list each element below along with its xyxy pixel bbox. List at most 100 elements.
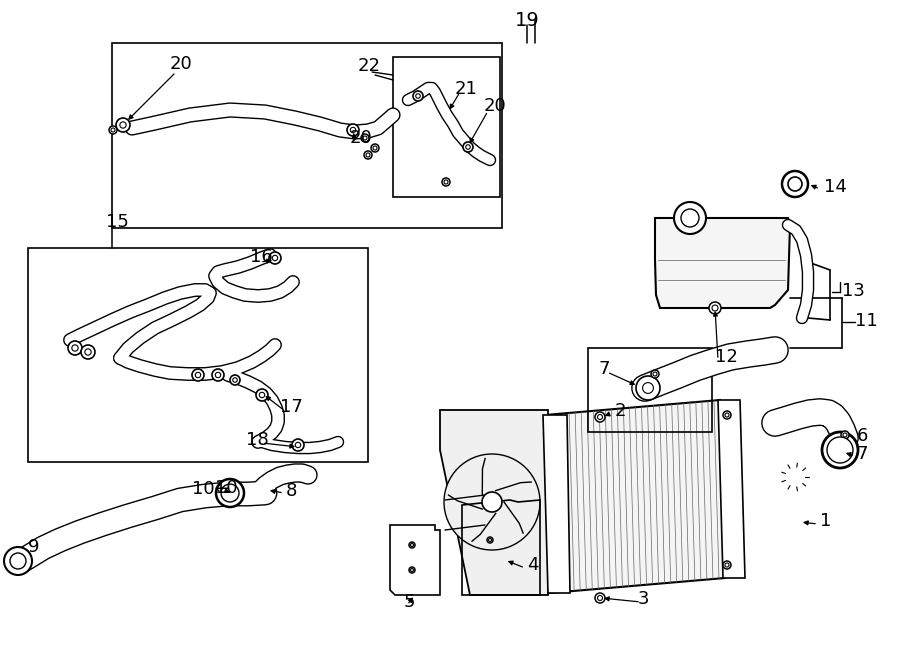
Circle shape <box>120 122 126 128</box>
Circle shape <box>81 345 95 359</box>
Text: 17: 17 <box>280 398 303 416</box>
Circle shape <box>366 153 370 157</box>
Circle shape <box>782 171 808 197</box>
Bar <box>393 57 500 197</box>
Circle shape <box>363 136 367 140</box>
Text: 13: 13 <box>842 282 865 300</box>
Text: 20: 20 <box>484 97 507 115</box>
Circle shape <box>723 561 731 569</box>
Circle shape <box>221 484 239 502</box>
Text: 12: 12 <box>715 348 738 366</box>
Circle shape <box>269 252 281 264</box>
Circle shape <box>442 178 450 186</box>
Text: 18: 18 <box>246 431 269 449</box>
Circle shape <box>725 413 729 417</box>
Circle shape <box>292 439 304 451</box>
Circle shape <box>233 377 238 382</box>
Circle shape <box>230 375 240 385</box>
Text: 19: 19 <box>515 11 539 30</box>
Circle shape <box>4 547 32 575</box>
Polygon shape <box>440 410 548 595</box>
Circle shape <box>273 255 278 260</box>
Circle shape <box>347 124 359 136</box>
Circle shape <box>371 144 379 152</box>
Text: 4: 4 <box>527 556 538 574</box>
Circle shape <box>712 305 718 311</box>
Text: 10: 10 <box>215 479 238 497</box>
Circle shape <box>482 492 502 512</box>
Polygon shape <box>543 415 570 593</box>
Text: 21: 21 <box>455 80 478 98</box>
Circle shape <box>192 369 204 381</box>
Circle shape <box>463 142 473 152</box>
Polygon shape <box>655 218 790 308</box>
Circle shape <box>215 372 220 377</box>
Text: 8: 8 <box>286 482 297 500</box>
Circle shape <box>68 341 82 355</box>
Circle shape <box>723 411 731 419</box>
Text: 14: 14 <box>824 178 847 196</box>
Circle shape <box>651 370 659 378</box>
Circle shape <box>653 372 657 376</box>
Text: 2: 2 <box>615 402 626 420</box>
Polygon shape <box>545 400 725 593</box>
Circle shape <box>10 553 26 569</box>
Circle shape <box>364 151 372 159</box>
Text: 20: 20 <box>350 129 373 147</box>
Text: 15: 15 <box>106 213 129 231</box>
Circle shape <box>373 146 377 150</box>
Circle shape <box>195 372 201 377</box>
Circle shape <box>72 345 78 351</box>
Circle shape <box>681 209 699 227</box>
Circle shape <box>643 383 653 393</box>
Circle shape <box>361 134 369 142</box>
Bar <box>112 43 502 228</box>
Bar <box>28 248 368 462</box>
Circle shape <box>843 433 847 437</box>
Text: 5: 5 <box>404 593 416 611</box>
Circle shape <box>636 376 660 400</box>
Circle shape <box>409 542 415 548</box>
Text: 20: 20 <box>170 55 193 73</box>
Circle shape <box>822 432 858 468</box>
Circle shape <box>595 412 605 422</box>
Circle shape <box>444 180 448 184</box>
Circle shape <box>598 414 602 420</box>
Circle shape <box>489 539 491 541</box>
Circle shape <box>413 91 423 101</box>
Text: 6: 6 <box>857 427 868 445</box>
Circle shape <box>444 454 540 550</box>
Circle shape <box>409 567 415 573</box>
Circle shape <box>109 126 117 134</box>
Circle shape <box>827 437 853 463</box>
Bar <box>588 348 712 432</box>
Circle shape <box>841 431 849 439</box>
Text: 10←: 10← <box>193 480 230 498</box>
Circle shape <box>216 479 244 507</box>
Text: 7: 7 <box>598 360 609 378</box>
Polygon shape <box>718 400 745 578</box>
Text: 7: 7 <box>857 445 868 463</box>
Circle shape <box>725 563 729 567</box>
Circle shape <box>466 145 470 149</box>
Circle shape <box>111 128 115 132</box>
Circle shape <box>709 302 721 314</box>
Circle shape <box>788 177 802 191</box>
Circle shape <box>295 442 301 447</box>
Circle shape <box>416 94 420 98</box>
Text: 16: 16 <box>250 248 273 266</box>
Circle shape <box>256 389 268 401</box>
Circle shape <box>595 593 605 603</box>
Text: 3: 3 <box>638 590 650 608</box>
Circle shape <box>674 202 706 234</box>
Circle shape <box>116 118 130 132</box>
Text: 22: 22 <box>358 57 381 75</box>
Text: 1: 1 <box>820 512 832 530</box>
Circle shape <box>410 568 413 572</box>
Circle shape <box>212 369 224 381</box>
Circle shape <box>350 128 356 133</box>
Text: 11: 11 <box>855 312 878 330</box>
Circle shape <box>487 537 493 543</box>
Circle shape <box>598 596 602 600</box>
Circle shape <box>259 392 265 398</box>
